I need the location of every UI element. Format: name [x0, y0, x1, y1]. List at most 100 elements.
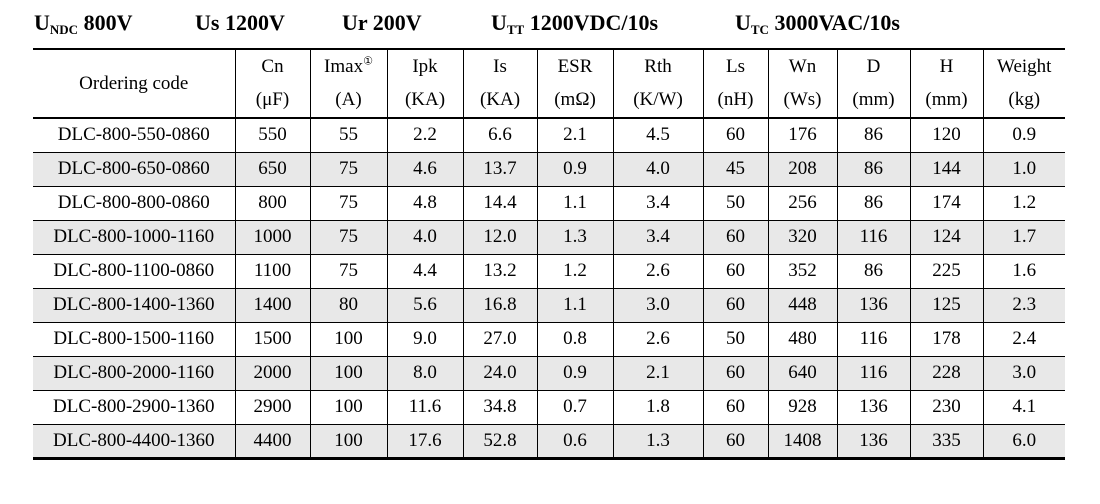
column-name: Ls: [726, 55, 745, 77]
value-cell: 75: [309, 219, 387, 254]
spec-table: Ordering code Cn (μF) Imax① (A) Ipk (KA) Is (KA)…: [33, 48, 1065, 460]
value-cell: 136: [836, 389, 910, 424]
column-unit: (kg): [1008, 89, 1041, 111]
value-cell: 480: [767, 321, 837, 356]
value-cell: 124: [909, 219, 983, 254]
value-cell: 4.1: [982, 389, 1065, 424]
table-row: DLC-800-1100-0860 1100 75 4.4 13.2 1.2 2.6 60 35…: [33, 253, 1065, 288]
column-header: Cn (μF): [234, 49, 310, 118]
value-cell: 27.0: [462, 321, 537, 356]
table-row: DLC-800-1400-1360 1400 80 5.6 16.8 1.1 3.0 60 44…: [33, 287, 1065, 322]
value-cell: 1.2: [536, 253, 613, 288]
value-cell: 100: [309, 355, 387, 390]
table-row: DLC-800-550-0860 550 55 2.2 6.6 2.1 4.5 60 176 86…: [33, 117, 1065, 152]
ordering-code-cell: DLC-800-1400-1360: [33, 287, 235, 322]
value-cell: 9.0: [386, 321, 463, 356]
value-cell: 448: [767, 287, 837, 322]
value-cell: 13.7: [462, 151, 537, 186]
value-cell: 1.1: [536, 185, 613, 220]
column-name: Rth: [644, 55, 672, 77]
value-cell: 1.6: [982, 253, 1065, 288]
value-cell: 75: [309, 253, 387, 288]
value-cell: 75: [309, 185, 387, 220]
value-cell: 5.6: [386, 287, 463, 322]
value-cell: 136: [836, 287, 910, 322]
value-cell: 120: [909, 117, 983, 152]
column-header: Weight (kg): [982, 49, 1065, 118]
value-cell: 2.3: [982, 287, 1065, 322]
value-cell: 144: [909, 151, 983, 186]
value-cell: 60: [702, 355, 768, 390]
column-name: Cn: [261, 55, 284, 77]
value-cell: 225: [909, 253, 983, 288]
column-unit: (Ws): [783, 89, 822, 111]
value-cell: 1.2: [982, 185, 1065, 220]
value-cell: 0.9: [982, 117, 1065, 152]
value-cell: 12.0: [462, 219, 537, 254]
value-cell: 116: [836, 355, 910, 390]
table-row: DLC-800-800-0860 800 75 4.8 14.4 1.1 3.4 50 256 8…: [33, 185, 1065, 220]
rating-utt: UTT 1200VDC/10s: [491, 10, 659, 37]
value-cell: 2.1: [536, 117, 613, 152]
value-cell: 1.0: [982, 151, 1065, 186]
value-cell: 4.0: [612, 151, 703, 186]
header-row: Ordering code Cn (μF) Imax① (A) Ipk (KA) Is (KA)…: [33, 49, 1065, 118]
column-unit: (mΩ): [554, 89, 596, 111]
value-cell: 86: [836, 151, 910, 186]
value-cell: 14.4: [462, 185, 537, 220]
column-header: Imax① (A): [309, 49, 387, 118]
column-header: D (mm): [836, 49, 910, 118]
rating-undc: UNDC 800V: [34, 10, 133, 37]
value-cell: 650: [234, 151, 310, 186]
column-header: H (mm): [909, 49, 983, 118]
value-cell: 1500: [234, 321, 310, 356]
table-row: DLC-800-4400-1360 4400 100 17.6 52.8 0.6 1.3 60…: [33, 423, 1065, 458]
table-row: DLC-800-2000-1160 2000 100 8.0 24.0 0.9 2.1 60 6…: [33, 355, 1065, 390]
ordering-code-cell: DLC-800-800-0860: [33, 185, 235, 220]
value-cell: 86: [836, 117, 910, 152]
value-cell: 50: [702, 321, 768, 356]
value-cell: 75: [309, 151, 387, 186]
column-name: H: [939, 55, 954, 77]
value-cell: 2.2: [386, 117, 463, 152]
value-cell: 0.9: [536, 355, 613, 390]
column-unit: (μF): [255, 89, 290, 111]
value-cell: 0.7: [536, 389, 613, 424]
ordering-code-cell: DLC-800-2900-1360: [33, 389, 235, 424]
value-cell: 2000: [234, 355, 310, 390]
column-header: Rth (K/W): [612, 49, 703, 118]
value-cell: 2.6: [612, 321, 703, 356]
value-cell: 6.6: [462, 117, 537, 152]
column-name: Weight: [997, 55, 1052, 77]
value-cell: 1000: [234, 219, 310, 254]
rating-us: Us 1200V: [195, 10, 285, 35]
column-name: Wn: [788, 55, 817, 77]
value-cell: 60: [702, 219, 768, 254]
column-header: Is (KA): [462, 49, 537, 118]
column-name: Is: [493, 55, 507, 77]
value-cell: 125: [909, 287, 983, 322]
ordering-code-cell: DLC-800-1000-1160: [33, 219, 235, 254]
value-cell: 4.0: [386, 219, 463, 254]
value-cell: 2900: [234, 389, 310, 424]
value-cell: 178: [909, 321, 983, 356]
value-cell: 60: [702, 389, 768, 424]
value-cell: 52.8: [462, 423, 537, 458]
value-cell: 550: [234, 117, 310, 152]
value-cell: 335: [909, 423, 983, 458]
value-cell: 0.9: [536, 151, 613, 186]
ordering-code-cell: DLC-800-2000-1160: [33, 355, 235, 390]
value-cell: 1100: [234, 253, 310, 288]
value-cell: 86: [836, 253, 910, 288]
value-cell: 80: [309, 287, 387, 322]
rating-ur: Ur 200V: [342, 10, 422, 35]
value-cell: 1.3: [612, 423, 703, 458]
column-unit: (KA): [479, 89, 521, 111]
column-name: Imax①: [324, 55, 373, 77]
ordering-code-cell: DLC-800-650-0860: [33, 151, 235, 186]
table-row: DLC-800-1500-1160 1500 100 9.0 27.0 0.8 2.6 50 4…: [33, 321, 1065, 356]
column-header: Wn (Ws): [767, 49, 837, 118]
ordering-code-cell: DLC-800-1500-1160: [33, 321, 235, 356]
value-cell: 16.8: [462, 287, 537, 322]
